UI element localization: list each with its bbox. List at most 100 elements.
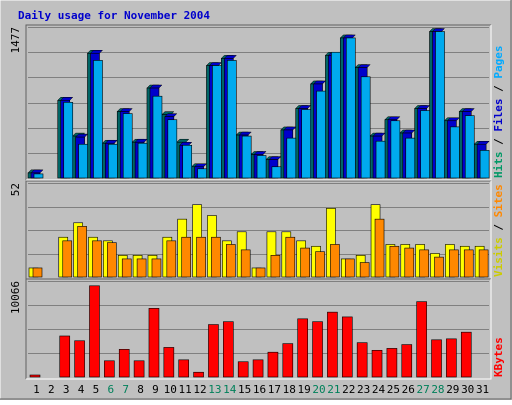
- bar-sites-day-4: [77, 226, 87, 278]
- bar-front-face: [62, 240, 73, 278]
- bar-front-face: [270, 255, 281, 278]
- bar-front-face: [286, 137, 297, 179]
- legend-label-part: Sites: [492, 184, 505, 217]
- bar-front-face: [136, 258, 147, 278]
- bar-front-face: [181, 236, 192, 278]
- bar-front-face: [460, 331, 472, 378]
- bar-sites-day-11: [181, 236, 192, 278]
- legend-label: Hits / Files / Pages: [492, 46, 505, 179]
- legend-label: Visits / Sites: [492, 184, 505, 277]
- bar-front-face: [386, 348, 398, 378]
- bar-kbytes-day-13: [208, 324, 219, 378]
- bar-sites-day-25: [389, 245, 400, 278]
- bar-front-face: [341, 316, 353, 378]
- bar-pages-day-9: [152, 95, 163, 179]
- bar-kbytes-day-9: [148, 308, 160, 378]
- bar-pages-day-24: [375, 140, 386, 179]
- bar-pages-day-28: [435, 31, 445, 179]
- bar-sites-day-1: [32, 267, 43, 278]
- bar-front-face: [330, 244, 340, 278]
- bar-front-face: [434, 256, 444, 278]
- bar-front-face: [389, 245, 400, 278]
- bar-sites-day-6: [107, 242, 117, 278]
- panel-top: 1477 Hits / Files / Pages: [9, 24, 505, 181]
- x-tick-label-day-3: 3: [63, 383, 70, 396]
- x-tick-label-day-15: 15: [238, 383, 251, 396]
- bar-front-face: [316, 90, 326, 179]
- bar-front-face: [374, 218, 385, 278]
- bar-front-face: [301, 109, 311, 179]
- bar-front-face: [33, 173, 44, 179]
- bar-pages-day-20: [316, 90, 326, 179]
- x-axis: 1 2 3 4 5 6 7 8 9 10 11 12 13 14 15 16 17 18 19 20 21 22 23 24 2…: [33, 383, 489, 396]
- bar-front-face: [416, 301, 427, 378]
- bar-front-face: [166, 240, 177, 278]
- bar-front-face: [212, 65, 222, 179]
- bar-pages-day-3: [63, 102, 74, 179]
- x-tick-label-day-1: 1: [33, 383, 40, 396]
- bar-kbytes-day-4: [74, 340, 85, 378]
- bar-front-face: [241, 135, 252, 179]
- bar-front-face: [193, 371, 204, 378]
- legend-label-part: Hits: [492, 152, 505, 179]
- bar-front-face: [89, 285, 100, 378]
- bar-front-face: [237, 361, 249, 378]
- bar-front-face: [359, 262, 370, 278]
- bar-front-face: [327, 311, 338, 378]
- bar-sites-day-7: [121, 258, 132, 278]
- bar-kbytes-day-20: [312, 321, 323, 378]
- bar-front-face: [345, 37, 356, 179]
- bar-kbytes-day-7: [118, 349, 130, 378]
- bar-front-face: [208, 324, 219, 378]
- x-tick-label-day-20: 20: [312, 383, 325, 396]
- bar-pages-day-25: [390, 120, 401, 179]
- bar-front-face: [122, 113, 133, 179]
- bar-sites-day-14: [226, 244, 236, 278]
- bar-kbytes-day-24: [371, 349, 383, 378]
- panel-frame-shadow: [25, 278, 491, 379]
- bar-front-face: [371, 349, 383, 378]
- bar-front-face: [285, 236, 296, 278]
- bar-front-face: [163, 347, 175, 378]
- x-tick-label-day-10: 10: [164, 383, 177, 396]
- bar-front-face: [405, 137, 416, 179]
- bar-front-face: [420, 110, 430, 179]
- panel-bottom: 10066 KBytes: [9, 278, 505, 380]
- bar-sites-day-20: [315, 251, 325, 278]
- bar-front-face: [267, 351, 279, 378]
- bar-front-face: [121, 258, 132, 278]
- x-tick-label-day-4: 4: [78, 383, 85, 396]
- bar-pages-day-26: [405, 137, 416, 179]
- bar-kbytes-day-17: [267, 351, 279, 378]
- bar-kbytes-day-12: [193, 371, 204, 378]
- x-tick-label-day-7: 7: [122, 383, 129, 396]
- bar-kbytes-day-15: [237, 361, 249, 378]
- bar-pages-day-7: [122, 113, 133, 179]
- bar-front-face: [133, 360, 145, 378]
- bar-front-face: [404, 247, 415, 278]
- bar-kbytes-day-29: [446, 338, 457, 378]
- bar-front-face: [240, 249, 251, 278]
- bar-pages-day-31: [479, 150, 490, 179]
- bar-front-face: [300, 247, 310, 278]
- bar-front-face: [282, 343, 294, 378]
- bar-front-face: [92, 240, 102, 278]
- bar-front-face: [223, 321, 234, 378]
- x-tick-label-day-2: 2: [48, 383, 55, 396]
- x-tick-label-day-13: 13: [208, 383, 221, 396]
- bar-front-face: [375, 140, 386, 179]
- bar-front-face: [211, 236, 221, 278]
- bar-front-face: [390, 120, 401, 179]
- bar-kbytes-day-1: [29, 374, 41, 378]
- bar-front-face: [315, 251, 325, 278]
- y-axis-max-label: 10066: [9, 281, 22, 314]
- bar-front-face: [449, 249, 459, 278]
- panel-frame-shadow: [25, 180, 491, 279]
- legend-label-part: /: [492, 79, 505, 99]
- legend-label-part: /: [492, 132, 505, 152]
- bar-front-face: [446, 338, 457, 378]
- x-tick-label-day-30: 30: [461, 383, 474, 396]
- bar-sites-day-17: [270, 255, 281, 278]
